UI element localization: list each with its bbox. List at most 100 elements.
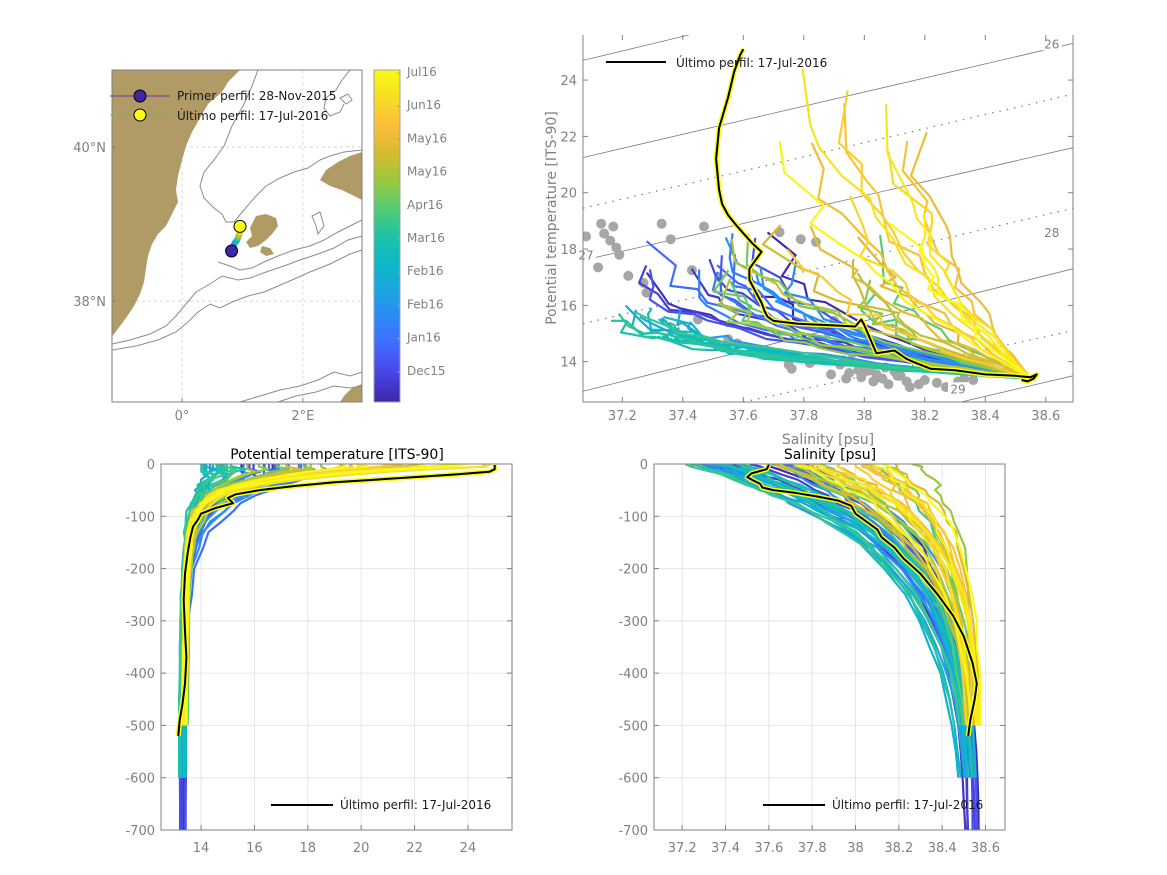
map-tick-label-lat: 38°N — [73, 295, 106, 310]
ts-xtick-label: 38.2 — [910, 409, 939, 424]
xtick-label: 38.2 — [884, 841, 913, 856]
ytick-label: 0 — [147, 458, 155, 473]
map-tick-label-lat: 40°N — [73, 141, 106, 156]
islet-contour — [339, 93, 353, 105]
xtick-label: 37.2 — [668, 841, 697, 856]
map-legend: Primer perfil: 28-Nov-2015 Último perfil… — [110, 89, 336, 123]
xtick-label: 37.8 — [798, 841, 827, 856]
ytick-label: -700 — [618, 824, 648, 839]
ts-xtick-label: 37.6 — [729, 409, 758, 424]
ts-xtick-label: 38.4 — [971, 409, 1000, 424]
ts-profile-line — [719, 278, 1031, 380]
map-ticks: 0° 2°E 38°N 40°N — [73, 141, 314, 424]
salinity-profile-panel: 37.2 37.4 37.6 37.8 38 38.2 38.4 38.6 0 -100 -200 -… — [618, 447, 1006, 856]
ts-profile-line — [786, 248, 1032, 380]
argo-point — [919, 375, 930, 386]
isopycnal-label-bg — [1041, 225, 1062, 239]
ts-profile-line — [856, 236, 1032, 380]
argo-point — [608, 221, 619, 232]
land-formentera — [260, 246, 274, 256]
xtick-label: 38.6 — [971, 841, 1000, 856]
isopycnal-25.5 — [583, 35, 689, 61]
xtick-label: 14 — [193, 841, 210, 856]
isobath-deep-2 — [112, 235, 362, 345]
ts-ytick-label: 18 — [560, 243, 577, 258]
ts-profile-line — [884, 104, 1032, 380]
ts-profile-line — [801, 68, 1032, 380]
tp-axes-frame — [160, 463, 513, 831]
argo-point — [968, 375, 979, 386]
isopycnal-label: 28 — [1044, 226, 1059, 240]
xtick-label: 38 — [847, 841, 864, 856]
tp-last-profile-line — [177, 465, 496, 736]
tp-content — [175, 464, 498, 830]
ts-ytick-label: 24 — [560, 74, 577, 89]
ts-xtick-label: 37.2 — [608, 409, 637, 424]
isobath-deep-1 — [217, 219, 362, 271]
isopycnal-label: 27 — [578, 249, 593, 263]
argo-point — [593, 262, 604, 273]
colorbar-tick-label: Jul16 — [406, 65, 437, 79]
argo-point — [698, 221, 709, 232]
colorbar-tick-label: Feb16 — [407, 297, 444, 311]
argo-point — [795, 234, 806, 245]
sp-legend: Último perfil: 17-Jul-2016 — [763, 797, 983, 812]
colorbar-tick-label: Feb16 — [407, 264, 444, 278]
colorbar-tick-label: Jan16 — [406, 331, 441, 345]
sp-legend-label: Último perfil: 17-Jul-2016 — [832, 797, 983, 812]
tp-ticks: 14 16 18 20 22 24 0 -100 -200 -300 -400 -500 -600 -70… — [125, 458, 512, 856]
land-ibiza — [246, 214, 278, 248]
land-mallorca — [320, 152, 362, 200]
last-profile-marker — [233, 219, 247, 233]
ts-xtick-label: 38.6 — [1031, 409, 1060, 424]
argo-point — [959, 373, 970, 384]
ts-ylabel: Potential temperature [ITS-90] — [544, 111, 560, 325]
sp-profile-line — [870, 464, 978, 726]
isopycnal-26 — [583, 43, 1073, 158]
ytick-label: -400 — [618, 667, 648, 682]
isopycnal-26.5 — [583, 93, 1073, 209]
temperature-profile-panel: 14 16 18 20 22 24 0 -100 -200 -300 -400 -500 -600 -70… — [125, 447, 513, 856]
ts-xtick-label: 37.4 — [668, 409, 697, 424]
argo-point — [904, 382, 915, 393]
ts-profile-line — [810, 142, 1032, 380]
ts-diagram-panel: 26 27 28 29 37.2 37.4 37.6 37.8 38 38.2 38.4 38.6 1… — [544, 35, 1074, 448]
sp-ticks: 37.2 37.4 37.6 37.8 38 38.2 38.4 38.6 0 -100 -200 -… — [618, 458, 1005, 856]
ts-xtick-label: 38 — [856, 409, 873, 424]
xtick-label: 38.4 — [928, 841, 957, 856]
ytick-label: -500 — [125, 719, 155, 734]
legend-label-last: Último perfil: 17-Jul-2016 — [177, 108, 328, 123]
xtick-label: 24 — [460, 841, 477, 856]
sp-profile-line — [739, 464, 956, 726]
sp-profile-line — [798, 464, 978, 726]
isopycnal-label-bg — [1041, 37, 1062, 51]
land-africa — [340, 384, 362, 402]
ts-profile-line — [843, 103, 1032, 380]
sp-profile-line — [736, 464, 974, 778]
xtick-label: 20 — [353, 841, 370, 856]
tp-legend-label: Último perfil: 17-Jul-2016 — [340, 797, 491, 812]
isobath-south-2 — [277, 385, 362, 402]
legend-label-first: Primer perfil: 28-Nov-2015 — [177, 89, 336, 103]
sp-profile-line — [882, 464, 982, 726]
isopycnal-label: 26 — [1044, 37, 1059, 51]
argo-point — [826, 369, 837, 380]
tp-background — [161, 464, 512, 830]
argo-point — [931, 377, 942, 388]
ts-content — [583, 35, 1073, 402]
isobath-shallow-2 — [323, 70, 351, 117]
sp-title: Salinity [psu] — [784, 447, 876, 463]
ts-axes-frame — [582, 35, 1074, 403]
isopycnal-labels: 26 27 28 29 — [576, 37, 1062, 396]
sp-profile-line — [698, 464, 970, 778]
isobath-deep-3 — [112, 249, 362, 351]
colorbar-tick-label: Apr16 — [407, 198, 443, 212]
ytick-label: -200 — [125, 563, 155, 578]
ytick-label: -700 — [125, 824, 155, 839]
argo-point — [641, 287, 652, 298]
argo-point — [605, 235, 616, 246]
argo-point — [583, 231, 592, 242]
land-iberia — [112, 70, 240, 336]
colorbar-tick-label: Mar16 — [407, 231, 445, 245]
profile-markers — [225, 219, 247, 258]
